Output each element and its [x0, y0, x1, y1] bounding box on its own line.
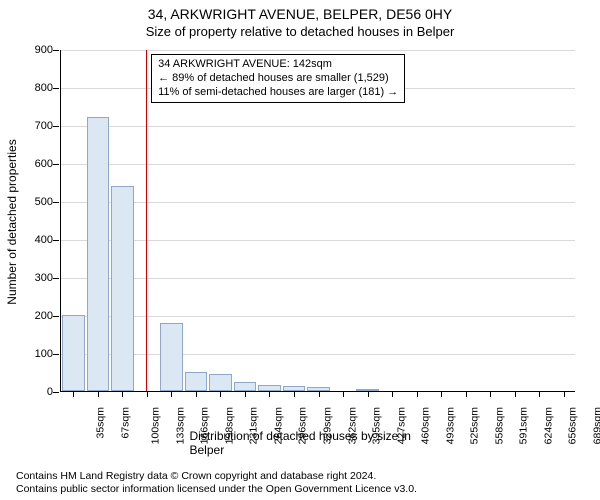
- gridline: [61, 316, 575, 317]
- y-tick: [53, 316, 59, 317]
- y-tick-label: 0: [15, 386, 53, 398]
- gridline: [61, 50, 575, 51]
- page-subtitle: Size of property relative to detached ho…: [0, 24, 600, 40]
- x-tick: [171, 391, 172, 397]
- x-tick: [466, 391, 467, 397]
- x-tick-label: 133sqm: [174, 407, 186, 444]
- y-tick: [53, 126, 59, 127]
- x-tick-label: 231sqm: [248, 407, 260, 444]
- x-tick-label: 558sqm: [493, 407, 505, 444]
- x-tick: [392, 391, 393, 397]
- footnote-line: Contains public sector information licen…: [16, 483, 417, 496]
- x-tick: [515, 391, 516, 397]
- y-tick-label: 900: [15, 44, 53, 56]
- x-tick-label: 362sqm: [346, 407, 358, 444]
- x-tick-label: 493sqm: [444, 407, 456, 444]
- footnote-line: Contains HM Land Registry data © Crown c…: [16, 470, 417, 483]
- y-tick: [53, 202, 59, 203]
- y-tick: [53, 354, 59, 355]
- x-tick: [490, 391, 491, 397]
- bar: [111, 186, 134, 391]
- annotation-line: 34 ARKWRIGHT AVENUE: 142sqm: [158, 58, 398, 72]
- footnote: Contains HM Land Registry data © Crown c…: [16, 470, 417, 496]
- y-tick-label: 300: [15, 272, 53, 284]
- x-tick-label: 198sqm: [223, 407, 235, 444]
- x-tick-label: 460sqm: [419, 407, 431, 444]
- x-tick: [564, 391, 565, 397]
- y-tick: [53, 164, 59, 165]
- y-tick-label: 800: [15, 82, 53, 94]
- histogram-chart: Number of detached properties Distributi…: [0, 42, 600, 454]
- x-tick-label: 525sqm: [468, 407, 480, 444]
- gridline: [61, 240, 575, 241]
- bar: [160, 323, 183, 391]
- property-marker-line: [146, 50, 147, 391]
- y-tick: [53, 392, 59, 393]
- x-tick-label: 395sqm: [370, 407, 382, 444]
- bar: [185, 372, 208, 391]
- gridline: [61, 278, 575, 279]
- x-tick: [319, 391, 320, 397]
- x-tick-label: 329sqm: [321, 407, 333, 444]
- x-tick: [441, 391, 442, 397]
- annotation-line: 11% of semi-detached houses are larger (…: [158, 86, 398, 100]
- x-tick-label: 296sqm: [297, 407, 309, 444]
- x-tick: [343, 391, 344, 397]
- x-tick-label: 591sqm: [518, 407, 530, 444]
- annotation-line: ← 89% of detached houses are smaller (1,…: [158, 72, 398, 86]
- x-tick: [269, 391, 270, 397]
- x-tick-label: 624sqm: [542, 407, 554, 444]
- y-tick-label: 500: [15, 196, 53, 208]
- y-tick-label: 700: [15, 120, 53, 132]
- x-tick: [73, 391, 74, 397]
- x-tick-label: 427sqm: [395, 407, 407, 444]
- x-tick: [417, 391, 418, 397]
- x-tick: [294, 391, 295, 397]
- x-tick: [122, 391, 123, 397]
- y-tick: [53, 278, 59, 279]
- bar: [234, 382, 257, 392]
- y-tick: [53, 240, 59, 241]
- x-tick-label: 35sqm: [95, 407, 107, 439]
- x-tick: [245, 391, 246, 397]
- gridline: [61, 354, 575, 355]
- x-tick: [368, 391, 369, 397]
- bar: [209, 374, 232, 391]
- gridline: [61, 202, 575, 203]
- x-tick-label: 100sqm: [150, 407, 162, 444]
- x-tick-label: 264sqm: [272, 407, 284, 444]
- y-tick-label: 400: [15, 234, 53, 246]
- y-tick-label: 100: [15, 348, 53, 360]
- plot-area: Distribution of detached houses by size …: [60, 50, 575, 392]
- bar: [87, 117, 110, 391]
- x-tick: [196, 391, 197, 397]
- x-tick: [539, 391, 540, 397]
- y-tick-label: 600: [15, 158, 53, 170]
- gridline: [61, 164, 575, 165]
- annotation-box: 34 ARKWRIGHT AVENUE: 142sqm← 89% of deta…: [151, 54, 405, 103]
- y-tick: [53, 50, 59, 51]
- x-tick-label: 67sqm: [119, 407, 131, 439]
- gridline: [61, 126, 575, 127]
- page-title: 34, ARKWRIGHT AVENUE, BELPER, DE56 0HY: [0, 0, 600, 24]
- x-tick-label: 656sqm: [567, 407, 579, 444]
- y-tick-label: 200: [15, 310, 53, 322]
- x-tick: [220, 391, 221, 397]
- x-tick: [147, 391, 148, 397]
- x-tick: [98, 391, 99, 397]
- x-tick-label: 166sqm: [199, 407, 211, 444]
- x-tick-label: 689sqm: [591, 407, 600, 444]
- y-tick: [53, 88, 59, 89]
- bar: [62, 315, 85, 391]
